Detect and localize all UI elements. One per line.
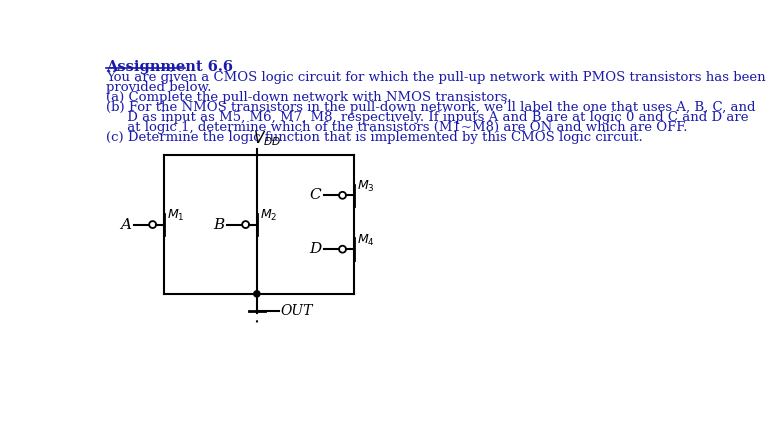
Text: $M_4$: $M_4$ [357,233,375,248]
Text: A: A [120,217,132,232]
Text: $M_2$: $M_2$ [260,208,278,223]
Text: D as input as M5, M6, M7, M8, respectively. If inputs A and B are at logic 0 and: D as input as M5, M6, M7, M8, respective… [106,111,748,124]
Text: C: C [310,188,321,202]
Text: $V_{DD}$: $V_{DD}$ [253,129,281,148]
Text: (b) For the NMOS transistors in the pull-down network, we’ll label the one that : (b) For the NMOS transistors in the pull… [106,101,755,114]
Text: B: B [213,217,224,232]
Text: $M_1$: $M_1$ [167,208,184,223]
Text: Assignment 6.6: Assignment 6.6 [106,60,233,74]
Text: (c) Determine the logic function that is implemented by this CMOS logic circuit.: (c) Determine the logic function that is… [106,131,643,144]
Text: at logic 1, determine which of the transistors (M1~M8) are ON and which are OFF.: at logic 1, determine which of the trans… [106,121,688,134]
Text: D: D [309,242,321,256]
Text: OUT: OUT [280,304,313,318]
Circle shape [254,291,260,297]
Text: $M_3$: $M_3$ [357,179,375,194]
Text: (a) Complete the pull-down network with NMOS transistors.: (a) Complete the pull-down network with … [106,91,511,104]
Text: provided below.: provided below. [106,81,211,94]
Text: You are given a CMOS logic circuit for which the pull-up network with PMOS trans: You are given a CMOS logic circuit for w… [106,71,765,84]
